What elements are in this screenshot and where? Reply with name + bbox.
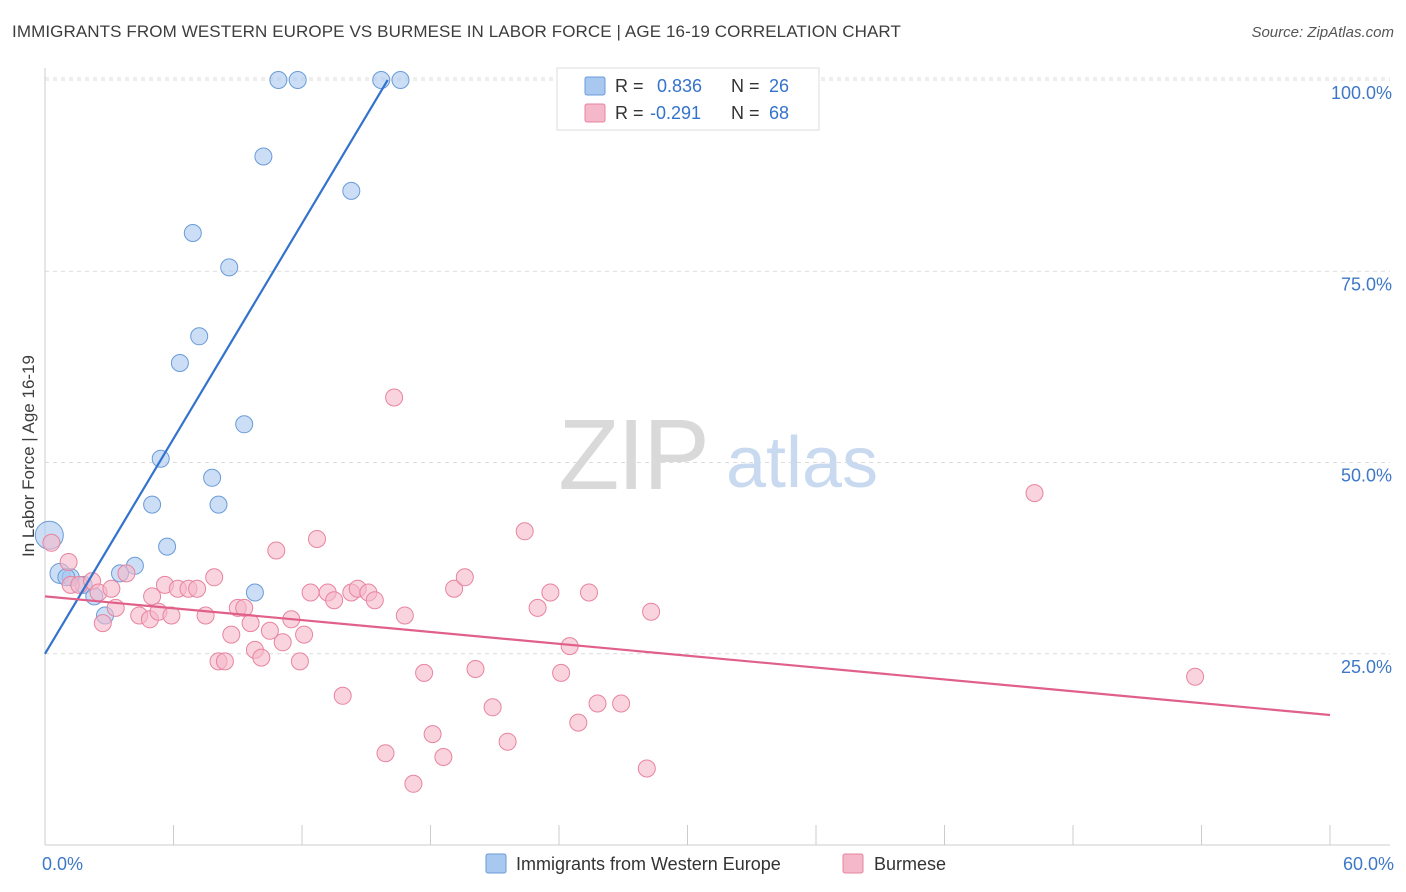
series-1-point-35 (301, 583, 320, 602)
series-0-point-16 (220, 258, 239, 277)
series-1-point-20 (205, 568, 224, 587)
series-0-point-18 (245, 583, 264, 602)
series-1-point-19 (196, 606, 215, 625)
series-legend-label-1: Burmese (874, 854, 946, 874)
series-1-point-0 (42, 533, 61, 552)
series-1-point-43 (365, 591, 384, 610)
y-tick-label-1: 50.0% (1341, 466, 1392, 486)
stats-legend-n-label-1: N = (731, 103, 760, 123)
series-1-point-22 (215, 652, 234, 671)
series-1-point-49 (423, 725, 442, 744)
series-0-point-19 (254, 147, 273, 166)
series-0-point-11 (170, 354, 189, 372)
series-1-point-6 (93, 614, 112, 633)
series-1-point-26 (241, 614, 260, 633)
series-1-point-65 (637, 759, 656, 778)
series-1-point-31 (273, 633, 292, 652)
stats-legend-n-label-0: N = (731, 76, 760, 96)
series-1-point-47 (404, 774, 423, 793)
series-0-point-13 (190, 327, 209, 346)
series-1-point-59 (552, 663, 571, 682)
series-1-point-33 (290, 652, 309, 671)
stats-legend-r-value-0: 0.836 (657, 76, 702, 96)
series-1-point-66 (642, 602, 661, 621)
series-1-point-28 (252, 648, 271, 667)
stats-legend-n-value-0: 26 (769, 76, 789, 96)
series-legend: Immigrants from Western Europe Burmese (485, 853, 946, 874)
series-1-point-53 (466, 660, 485, 678)
series-1-point-25 (235, 598, 254, 617)
chart-source: Source: ZipAtlas.com (1251, 24, 1394, 41)
series-1-point-30 (267, 541, 286, 560)
x-tick-label-1: 60.0% (1343, 854, 1394, 874)
series-0-point-15 (209, 495, 228, 514)
series-1-point-63 (588, 694, 607, 713)
series-1-trend-line (44, 595, 1331, 717)
axes (44, 68, 1390, 846)
series-1-point-51 (445, 579, 464, 598)
series-1-point-61 (569, 713, 588, 732)
series-1-point-68 (1186, 667, 1205, 686)
series-1-point-38 (325, 591, 344, 610)
tick-labels: 25.0% 50.0% 75.0% 100.0% 0.0% 60.0% (42, 83, 1394, 874)
y-tick-label-0: 25.0% (1341, 657, 1392, 677)
stats-legend-r-label-0: R = (615, 76, 644, 96)
series-1-point-56 (515, 522, 534, 541)
series-0-point-12 (183, 224, 202, 242)
series-1-point-67 (1025, 484, 1044, 503)
series-1-point-36 (308, 530, 326, 548)
series-1-point-62 (580, 583, 598, 602)
series-1-point-34 (295, 625, 314, 644)
series-1-point-64 (612, 694, 631, 713)
series-legend-label-0: Immigrants from Western Europe (516, 854, 781, 874)
stats-legend-r-label-1: R = (615, 103, 644, 123)
series-0-point-24 (391, 71, 410, 89)
series-1-point-18 (188, 579, 207, 598)
series-1-point-57 (528, 598, 547, 617)
series-legend-swatch-1 (842, 853, 864, 874)
series-0-point-22 (342, 181, 361, 200)
series-legend-swatch-0 (485, 853, 507, 874)
series-0-point-14 (203, 468, 222, 487)
series-1-point-29 (260, 621, 279, 640)
gridlines (45, 77, 1390, 655)
stats-legend-swatch-1 (584, 103, 606, 123)
stats-legend-r-value-1: -0.291 (650, 103, 701, 123)
series-1-point-55 (498, 732, 517, 751)
series-0-trend-line (44, 79, 389, 655)
y-tick-label-2: 75.0% (1341, 274, 1392, 294)
trend-lines (44, 79, 1331, 717)
series-1-point-45 (385, 388, 404, 407)
y-axis-label: In Labor Force | Age 16-19 (19, 355, 38, 557)
series-0-point-20 (269, 71, 288, 89)
series-1-point-44 (376, 744, 395, 763)
series-1-point-46 (395, 606, 414, 625)
series-1-point-58 (541, 583, 560, 602)
series-1-point-9 (117, 564, 136, 583)
chart-title: IMMIGRANTS FROM WESTERN EUROPE VS BURMES… (12, 22, 901, 41)
watermark-atlas: atlas (726, 423, 878, 503)
stats-legend-n-value-1: 68 (769, 103, 789, 123)
series-1-point-54 (483, 698, 502, 717)
series-1-point-7 (102, 579, 121, 598)
stats-legend-swatch-0 (584, 76, 606, 96)
series-1-point-1 (59, 553, 78, 571)
series-0-point-21 (288, 71, 307, 89)
series-0-point-8 (143, 495, 162, 514)
series-1-point-12 (143, 587, 162, 606)
y-tick-label-3: 100.0% (1331, 83, 1392, 103)
series-1-point-50 (434, 748, 453, 766)
series-1-point-52 (455, 568, 474, 587)
x-tick-label-0: 0.0% (42, 854, 83, 874)
watermark: ZIP atlas (558, 399, 878, 511)
series-1-point-39 (333, 686, 352, 705)
stats-legend: R = 0.836 N = 26 R = -0.291 N = 68 (556, 67, 820, 131)
series-0-point-17 (235, 415, 254, 434)
series-0-point-10 (158, 537, 177, 556)
series-1-point-23 (222, 625, 241, 644)
watermark-zip: ZIP (558, 399, 708, 511)
series-1-point-48 (415, 663, 434, 682)
